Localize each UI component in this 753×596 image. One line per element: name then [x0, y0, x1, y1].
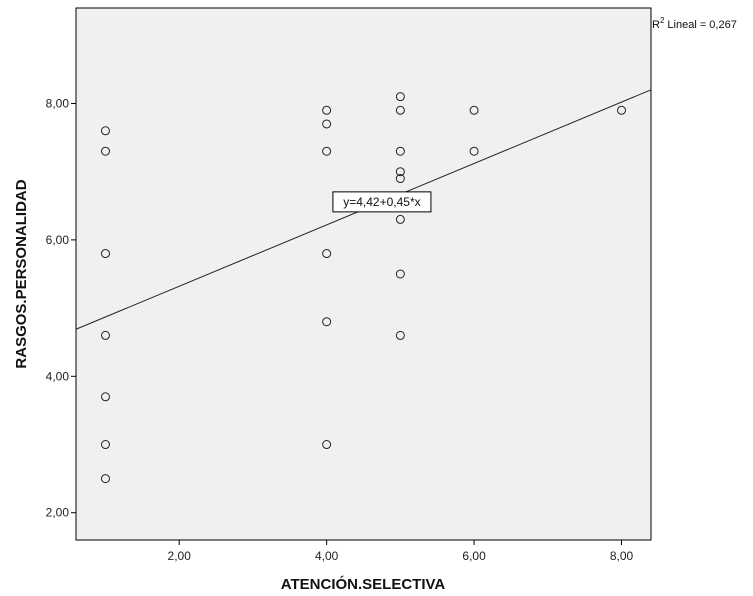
plot-area: [75, 7, 652, 541]
fit-equation-frame: [332, 191, 432, 213]
scatter-point: [395, 214, 405, 224]
y-tick-label: 8,00: [46, 96, 70, 110]
scatter-point: [322, 440, 332, 450]
scatter-point: [322, 317, 332, 327]
scatter-point: [100, 392, 110, 402]
r-squared-prefix: R: [652, 19, 660, 31]
scatter-point: [322, 119, 332, 129]
x-tick-label: 2,00: [168, 549, 192, 563]
scatter-point: [395, 174, 405, 184]
scatter-point: [395, 146, 405, 156]
fit-equation-box: y=4,42+0,45*x: [332, 191, 432, 213]
r-squared-superscript: 2: [660, 16, 665, 25]
x-tick-label: 6,00: [462, 549, 486, 563]
scatter-point: [395, 330, 405, 340]
y-tick-label: 6,00: [46, 233, 70, 247]
fit-equation-label: y=4,42+0,45*x: [343, 195, 420, 209]
scatter-point: [395, 92, 405, 102]
scatter-point: [395, 167, 405, 177]
scatter-point: [100, 474, 110, 484]
scatter-point: [469, 105, 479, 115]
scatter-point: [469, 146, 479, 156]
scatter-point: [395, 105, 405, 115]
scatter-point: [617, 105, 627, 115]
scatter-point: [100, 440, 110, 450]
scatter-point: [395, 269, 405, 279]
y-axis-ticks: 2,00 4,00 6,00 8,00: [46, 96, 76, 520]
x-axis-title: ATENCIÓN.SELECTIVA: [281, 575, 446, 593]
y-tick-label: 4,00: [46, 369, 70, 383]
scatter-point: [322, 249, 332, 259]
x-axis-ticks: 2,00 4,00 6,00 8,00: [168, 540, 634, 563]
scatter-point: [322, 146, 332, 156]
r-squared-label: R2 Lineal = 0,267: [652, 16, 737, 31]
scatter-point: [100, 126, 110, 136]
x-tick-label: 8,00: [610, 549, 634, 563]
scatter-point: [100, 249, 110, 259]
y-tick-label: 2,00: [46, 506, 70, 520]
scatter-point: [322, 105, 332, 115]
scatter-point: [100, 330, 110, 340]
scatter-point: [100, 146, 110, 156]
r-squared-value: Lineal = 0,267: [667, 19, 736, 31]
x-tick-label: 4,00: [315, 549, 339, 563]
y-axis-title: RASGOS.PERSONALIDAD: [13, 179, 30, 368]
data-points: [100, 92, 627, 484]
